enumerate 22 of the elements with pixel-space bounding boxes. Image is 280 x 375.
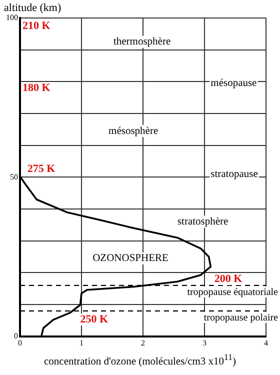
y-tick-label: 50	[10, 172, 18, 182]
annotation: 200 K	[214, 272, 243, 285]
annotation: mésosphère	[108, 126, 158, 137]
x-tick-label: 1	[80, 338, 84, 348]
x-tick-label: 2	[141, 338, 145, 348]
x-tick-label: 4	[264, 338, 268, 348]
x-tick-label: 3	[202, 338, 206, 348]
annotation: stratopause	[210, 168, 258, 180]
annotation: stratosphère	[177, 216, 229, 228]
y-tick-label: 0	[14, 331, 18, 340]
annotation: mésopause	[210, 78, 258, 90]
annotation: 250 K	[80, 313, 109, 326]
ref-line-label: tropopause équatoriale	[187, 287, 279, 298]
annotation: 210 K	[22, 20, 51, 32]
y-axis-title: altitude (km)	[4, 2, 62, 14]
annotation: 180 K	[22, 82, 51, 94]
annotation: 275 K	[27, 163, 56, 176]
annotation: OZONOSPHERE	[92, 253, 168, 264]
x-axis-title: concentration d'ozone (molécules/cm3 x10$^{11}$)	[43, 352, 237, 368]
annotation: thermosphère	[113, 36, 171, 48]
y-tick-label: 100	[6, 13, 18, 22]
ref-line-label: tropopause polaire	[204, 312, 279, 324]
